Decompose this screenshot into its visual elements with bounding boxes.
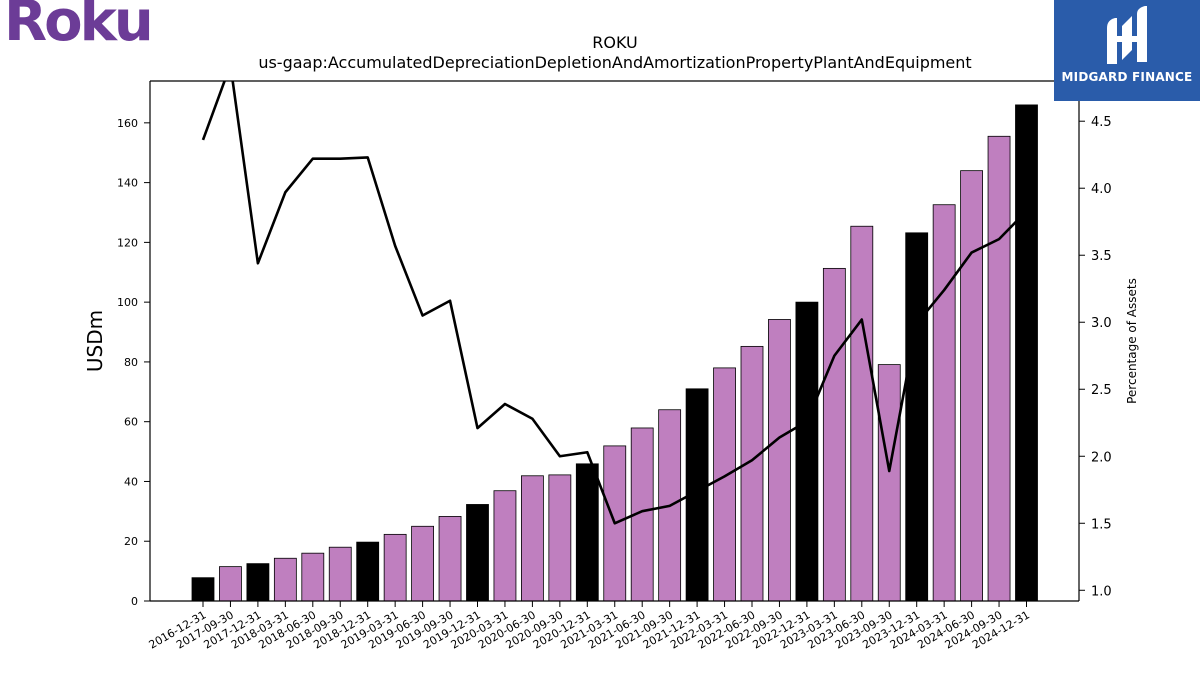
- y2-tick-label: 3.0: [1091, 316, 1112, 331]
- y2-tick-label: 1.5: [1091, 517, 1112, 532]
- bar-2020-12-31: [575, 463, 599, 601]
- bar-2020-09-30: [548, 474, 572, 601]
- y-tick-label: 160: [117, 117, 138, 130]
- bar-2018-12-31: [356, 541, 380, 601]
- midgard-name: MIDGARD FINANCE: [1061, 70, 1193, 84]
- percentage-line: [201, 81, 1028, 525]
- y2-axis-label: Percentage of Assets: [1125, 278, 1139, 404]
- x-axis-ticks: 2016-12-312017-09-302017-12-312018-03-31…: [147, 601, 1032, 652]
- y-tick-label: 80: [124, 356, 138, 369]
- bar-2020-03-31: [493, 490, 517, 601]
- bar-2024-12-31: [1015, 104, 1038, 601]
- midgard-mark-icon: [1107, 6, 1147, 64]
- chart-title: ROKU: [592, 33, 637, 52]
- y-tick-label: 120: [117, 236, 138, 249]
- bar-2019-03-31: [383, 533, 407, 601]
- y-tick-label: 100: [117, 296, 138, 309]
- y-tick-label: 140: [117, 177, 138, 190]
- y2-tick-label: 2.0: [1091, 450, 1112, 465]
- bar-2023-06-30: [850, 225, 874, 601]
- y2-tick-label: 1.0: [1091, 584, 1112, 599]
- bar-2019-06-30: [411, 525, 435, 601]
- chart-subtitle: us-gaap:AccumulatedDepreciationDepletion…: [258, 53, 971, 72]
- bar-2017-09-30: [219, 566, 242, 601]
- bar-2021-12-31: [685, 388, 709, 601]
- bar-2018-03-31: [273, 557, 297, 601]
- y-axis-label: USDm: [83, 310, 107, 372]
- bar-2023-12-31: [905, 232, 929, 601]
- bar-2024-09-30: [987, 135, 1011, 601]
- bar-2016-12-31: [191, 577, 215, 601]
- y-tick-label: 20: [124, 535, 138, 548]
- y2-tick-label: 3.5: [1091, 249, 1112, 264]
- bar-2024-03-31: [932, 204, 956, 601]
- y-tick-label: 0: [131, 595, 138, 608]
- y2-tick-label: 4.5: [1091, 115, 1112, 130]
- bar-2022-06-30: [740, 345, 764, 601]
- roku-logo: Roku: [4, 0, 154, 54]
- bar-2017-12-31: [246, 563, 270, 601]
- y2-tick-label: 2.5: [1091, 383, 1112, 398]
- bar-2018-09-30: [328, 546, 352, 601]
- midgard-finance-logo: MIDGARD FINANCE: [1054, 0, 1200, 101]
- line-series: [201, 81, 1028, 525]
- bar-2020-06-30: [521, 475, 544, 601]
- bar-2018-06-30: [301, 552, 325, 601]
- y-tick-label: 60: [124, 416, 138, 429]
- bar-series: [191, 104, 1038, 601]
- y2-tick-label: 4.0: [1091, 182, 1112, 197]
- bar-2019-09-30: [438, 516, 462, 601]
- bar-2021-06-30: [630, 427, 654, 601]
- bar-2022-03-31: [713, 367, 736, 601]
- bar-2019-12-31: [466, 504, 489, 601]
- bar-2023-09-30: [877, 364, 901, 601]
- bar-2022-12-31: [795, 301, 819, 601]
- bar-2023-03-31: [822, 267, 846, 601]
- left-axis-ticks: 0 20 40 60 80 100 120 140 160: [117, 117, 150, 608]
- bar-2022-09-30: [768, 319, 791, 601]
- y-tick-label: 40: [124, 475, 138, 488]
- right-axis-ticks: 1.0 1.5 2.0 2.5 3.0 3.5 4.0 4.5: [1079, 115, 1112, 599]
- bar-2024-06-30: [960, 170, 983, 601]
